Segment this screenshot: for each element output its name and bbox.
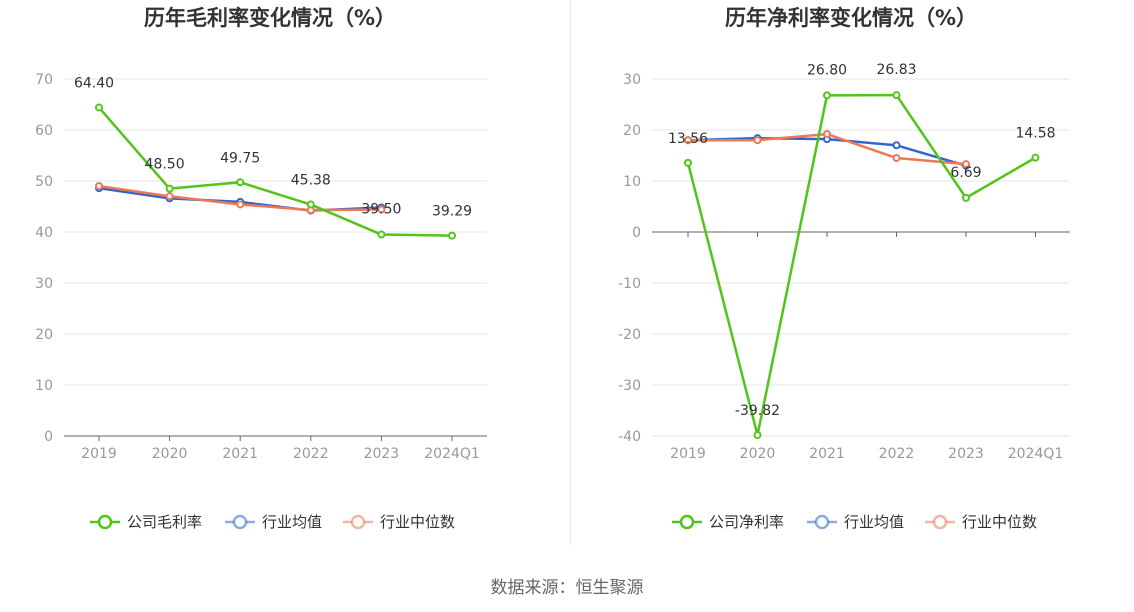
legend-label: 公司毛利率 [127,513,202,531]
data-point [306,200,315,209]
x-tick-label: 2024Q1 [1008,446,1064,462]
y-tick-label: -30 [618,378,641,394]
legend-item: 行业中位数 [343,513,455,531]
data-source: 数据来源：恒生聚源 [490,578,644,598]
chart-panel-2: 历年净利率变化情况（%） -40 -30 -20 -10 0 10 20 30 2019 2020 2… [618,6,1070,531]
data-point [377,205,386,214]
legend-item: 行业均值 [807,513,904,531]
y-tick-label: 20 [623,123,641,139]
data-point [962,160,970,169]
legend-marker [814,514,830,530]
series-line [98,106,453,237]
y-tick-label: 30 [35,276,53,292]
x-tick-label: 2023 [364,446,400,462]
legend-marker [97,514,113,530]
data-label: 39.29 [432,204,472,220]
data-point [1031,153,1040,162]
chart-canvas: 历年毛利率变化情况（%） 0 10 20 30 40 50 60 70 2019 2020 2021 2… [35,6,1070,531]
x-tick-label: 2019 [81,446,117,462]
data-label: 64.40 [74,76,114,92]
data-label: 48.50 [145,157,185,173]
x-tick-label: 2021 [809,446,845,462]
data-point [165,184,174,193]
chart-title: 历年毛利率变化情况（%） [144,6,396,30]
data-label: 45.38 [291,173,331,189]
data-point [165,192,174,201]
y-tick-label: 0 [632,225,641,241]
data-point [892,141,901,150]
legend-label: 行业均值 [844,513,904,531]
y-tick-label: -10 [618,276,641,292]
y-tick-label: 70 [35,72,53,88]
data-point [823,130,831,139]
y-tick-label: 60 [35,123,53,139]
data-point [236,200,245,209]
data-point [448,231,456,240]
data-label: -39.82 [735,403,780,419]
data-point [892,154,901,163]
legend-item: 行业中位数 [925,513,1037,531]
data-point [95,103,103,112]
legend-label: 行业中位数 [962,513,1037,531]
x-tick-label: 2022 [879,446,915,462]
data-label: 26.80 [807,62,847,78]
legend-item: 行业均值 [225,513,322,531]
x-tick-label: 2020 [740,446,776,462]
data-label: 13.56 [668,131,708,147]
y-tick-label: 30 [623,72,641,88]
x-tick-label: 2023 [948,446,984,462]
data-label: 26.83 [876,62,916,78]
data-label: 14.58 [1015,126,1055,142]
data-label: 6.69 [950,165,981,181]
legend-marker [232,514,248,530]
legend-marker [679,514,695,530]
legend-label: 行业中位数 [380,513,455,531]
data-label: 39.50 [361,202,401,218]
chart-title: 历年净利率变化情况（%） [725,6,977,30]
y-tick-label: -40 [618,429,641,445]
legend-marker [932,514,948,530]
x-tick-label: 2024Q1 [424,446,480,462]
y-tick-label: -20 [618,327,641,343]
y-tick-label: 40 [35,225,53,241]
y-tick-label: 20 [35,327,53,343]
data-point [892,91,901,100]
data-point [95,182,103,191]
data-point [962,193,970,202]
y-tick-label: 10 [623,174,641,190]
y-tick-label: 50 [35,174,53,190]
data-point [753,431,762,440]
legend-marker [350,514,366,530]
y-tick-label: 10 [35,378,53,394]
data-point [684,158,692,167]
legend-label: 行业均值 [262,513,322,531]
legend-item: 公司毛利率 [90,513,202,531]
x-tick-label: 2021 [222,446,258,462]
data-point [684,136,692,145]
legend-label: 公司净利率 [709,513,784,531]
series-line [686,93,1037,437]
data-point [377,230,386,239]
x-tick-label: 2019 [670,446,706,462]
legend-item: 公司净利率 [672,513,784,531]
data-point [753,136,762,145]
panel-divider [570,0,571,545]
data-point [236,178,245,187]
data-point [823,91,831,100]
chart-panel-1: 历年毛利率变化情况（%） 0 10 20 30 40 50 60 70 2019 2020 2021 2… [35,6,487,531]
x-tick-label: 2022 [293,446,329,462]
data-label: 49.75 [220,150,260,166]
y-tick-label: 0 [44,429,53,445]
x-tick-label: 2020 [152,446,188,462]
